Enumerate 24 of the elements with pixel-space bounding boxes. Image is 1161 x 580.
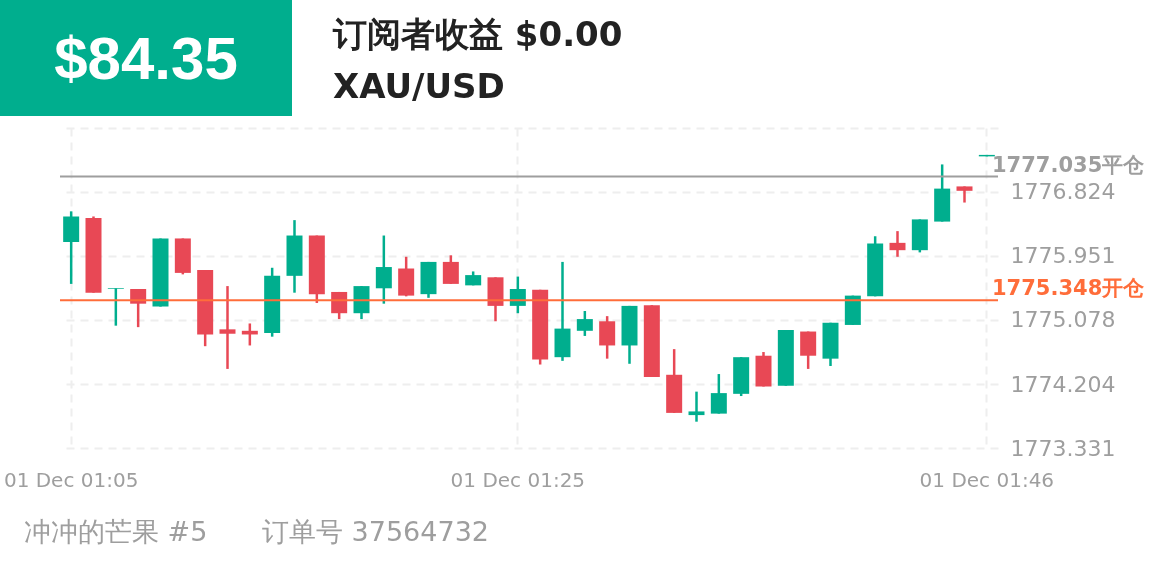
y-tick-label: 1773.331	[1010, 435, 1116, 461]
candlestick	[375, 234, 392, 305]
x-tick-label: 01 Dec 01:25	[450, 467, 586, 492]
y-tick-label: 1774.204	[1010, 371, 1116, 397]
chart-title: 订阅者收益 $0.00	[333, 13, 623, 56]
candlestick	[219, 284, 236, 371]
x-tick-label: 01 Dec 01:05	[3, 467, 139, 492]
text: 冲冲的芒果 #5	[24, 515, 208, 549]
x-tick-label: 01 Dec 01:46	[919, 467, 1055, 492]
candlestick	[688, 390, 705, 423]
candlestick	[889, 229, 906, 259]
chart-subtitle: XAU/USD	[333, 66, 505, 106]
candlestick	[956, 185, 973, 204]
candlestick	[107, 287, 124, 327]
candlestick	[442, 254, 459, 286]
text: 订单号 37564732	[262, 515, 490, 549]
y-tick-label: 1776.824	[1010, 179, 1116, 205]
candlestick	[710, 372, 727, 415]
candlestick	[576, 309, 593, 338]
text: $84.35	[54, 23, 238, 93]
y-tick-label: 1775.951	[1010, 243, 1116, 269]
ref-line-label: 1775.348开仓	[992, 276, 1146, 301]
y-tick-label: 1775.078	[1010, 307, 1116, 333]
ref-line-label: 1777.035平仓	[992, 152, 1146, 177]
